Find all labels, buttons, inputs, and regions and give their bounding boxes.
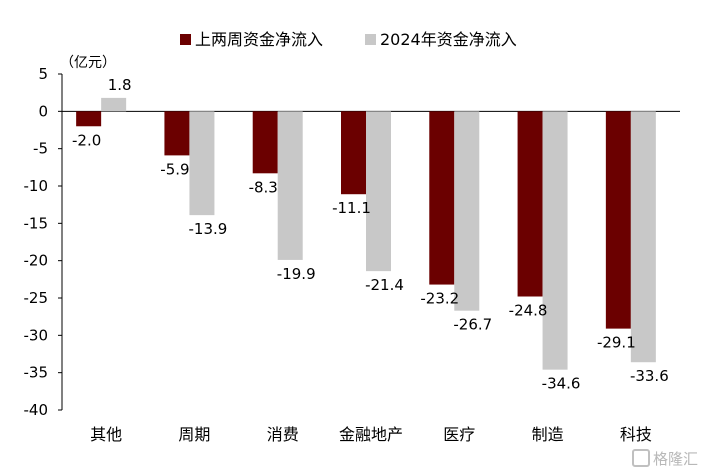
y-tick-label: -20 xyxy=(24,252,49,270)
bars xyxy=(76,97,656,370)
bar-2-4 xyxy=(454,111,480,311)
data-label-2-4: -26.7 xyxy=(453,316,492,334)
bar-2-6 xyxy=(630,111,656,363)
y-tick-label: 0 xyxy=(38,102,48,120)
bar-1-2 xyxy=(252,111,278,174)
data-label-2-0: 1.8 xyxy=(108,76,132,94)
data-label-2-3: -21.4 xyxy=(365,276,404,294)
data-label-1-2: -8.3 xyxy=(249,178,278,196)
bar-1-5 xyxy=(517,111,543,297)
category-label: 消费 xyxy=(267,425,299,444)
bar-1-1 xyxy=(164,111,190,156)
category-label: 科技 xyxy=(620,425,652,444)
data-label-2-1: -13.9 xyxy=(189,220,228,238)
data-label-2-2: -19.9 xyxy=(277,265,316,283)
gelonghui-logo-icon xyxy=(631,449,650,467)
y-tick-label: -10 xyxy=(24,177,49,195)
legend-label-series-2: 2024年资金净流入 xyxy=(380,30,517,49)
y-tick-label: -15 xyxy=(24,214,49,232)
bar-2-0 xyxy=(101,97,127,112)
bar-2-3 xyxy=(366,111,391,272)
category-label: 金融地产 xyxy=(339,425,403,444)
data-labels: -2.0 1.8 其他 -5.9 -13.9 周期 -8.3 -19.9 消费 -11.1 -21.… xyxy=(72,76,669,444)
data-label-1-1: -5.9 xyxy=(160,160,189,178)
bar-2-1 xyxy=(189,111,215,216)
category-label: 其他 xyxy=(90,425,122,444)
data-label-1-6: -29.1 xyxy=(597,334,636,352)
category-label: 周期 xyxy=(178,425,210,444)
bar-1-0 xyxy=(76,111,102,127)
y-axis: 5 0 -5 -10 -15 -20 -25 -30 -35 -40 xyxy=(24,65,680,419)
legend-label-series-1: 上两周资金净流入 xyxy=(195,30,323,49)
y-tick-label: -30 xyxy=(24,326,49,344)
y-tick-label: -5 xyxy=(33,140,48,158)
legend: 上两周资金净流入 2024年资金净流入 xyxy=(180,30,517,49)
legend-swatch-series-1 xyxy=(180,34,191,45)
y-tick-label: -35 xyxy=(24,364,49,382)
bar-1-4 xyxy=(429,111,455,285)
data-label-1-0: -2.0 xyxy=(72,131,101,149)
data-label-1-5: -24.8 xyxy=(509,302,548,320)
data-label-1-3: -11.1 xyxy=(332,199,371,217)
bar-1-3 xyxy=(341,111,366,195)
y-tick-label: -40 xyxy=(24,401,49,419)
data-label-2-6: -33.6 xyxy=(630,367,669,385)
data-label-2-5: -34.6 xyxy=(542,375,581,393)
y-tick-label: -25 xyxy=(24,289,49,307)
category-label: 制造 xyxy=(532,425,564,444)
watermark-text: 格隆汇 xyxy=(652,450,698,468)
legend-swatch-series-2 xyxy=(365,34,376,45)
unit-label: （亿元） xyxy=(60,55,116,71)
data-label-1-4: -23.2 xyxy=(420,290,459,308)
bar-1-6 xyxy=(605,111,631,329)
watermark: 格隆汇 xyxy=(631,448,698,469)
bar-2-2 xyxy=(277,111,303,260)
bar-2-5 xyxy=(542,111,568,370)
category-label: 医疗 xyxy=(443,425,475,444)
y-tick-label: 5 xyxy=(38,65,48,83)
